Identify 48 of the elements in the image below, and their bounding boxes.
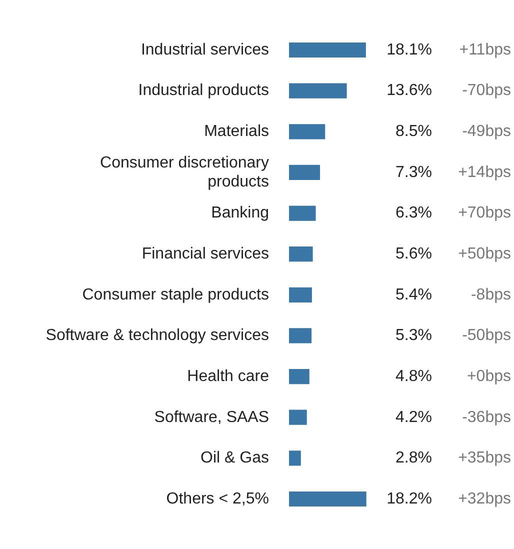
text: +35bps bbox=[458, 450, 511, 467]
y-tick-label: Industrial services bbox=[140, 41, 269, 58]
text: +32bps bbox=[458, 490, 511, 508]
text: -8bps bbox=[470, 286, 511, 304]
bar bbox=[289, 410, 307, 425]
text: -70bps bbox=[462, 82, 511, 100]
text: +11bps bbox=[459, 41, 511, 58]
data-label: 8.5% bbox=[396, 123, 432, 140]
bar bbox=[289, 164, 320, 180]
data-label: 4.8% bbox=[396, 368, 432, 385]
data-label: 5.6% bbox=[396, 246, 432, 262]
bar bbox=[289, 287, 312, 302]
y-tick-label: Consumer staple products bbox=[82, 286, 269, 304]
data-label: 18.2% bbox=[386, 490, 432, 508]
data-label: 5.3% bbox=[396, 327, 432, 344]
text: +14bps bbox=[458, 164, 511, 181]
bar bbox=[289, 246, 313, 262]
y-tick-label: Consumer discretionary products bbox=[100, 154, 269, 190]
y-tick-label: Health care bbox=[187, 368, 270, 385]
y-tick-label: Software & technology services bbox=[46, 327, 269, 344]
text: +0bps bbox=[466, 368, 511, 385]
bar bbox=[289, 491, 366, 507]
bar bbox=[289, 42, 366, 58]
text: -50bps bbox=[462, 327, 511, 344]
data-label: 13.6% bbox=[386, 82, 432, 100]
y-tick-label: Financial services bbox=[142, 246, 269, 262]
text: -49bps bbox=[462, 123, 511, 140]
y-tick-label: Banking bbox=[211, 204, 269, 222]
text: +70bps bbox=[458, 204, 511, 222]
bar bbox=[289, 450, 301, 466]
bar bbox=[289, 206, 316, 221]
data-label: 7.3% bbox=[396, 164, 432, 181]
data-label: 5.4% bbox=[396, 286, 432, 304]
y-tick-label: Materials bbox=[204, 123, 269, 140]
data-label: 2.8% bbox=[396, 450, 432, 467]
text: +50bps bbox=[458, 246, 511, 262]
bar bbox=[289, 368, 310, 384]
bar bbox=[289, 328, 312, 344]
y-tick-label: Industrial products bbox=[138, 82, 269, 100]
y-tick-label: Software, SAAS bbox=[154, 408, 269, 426]
data-label: 18.1% bbox=[386, 41, 432, 58]
bar bbox=[289, 124, 326, 140]
y-tick-label: Oil & Gas bbox=[200, 450, 269, 467]
y-tick-label: Others < 2,5% bbox=[166, 490, 269, 508]
data-label: 4.2% bbox=[396, 408, 432, 426]
data-label: 6.3% bbox=[396, 204, 432, 222]
text: -36bps bbox=[462, 408, 511, 426]
bar bbox=[289, 83, 347, 98]
